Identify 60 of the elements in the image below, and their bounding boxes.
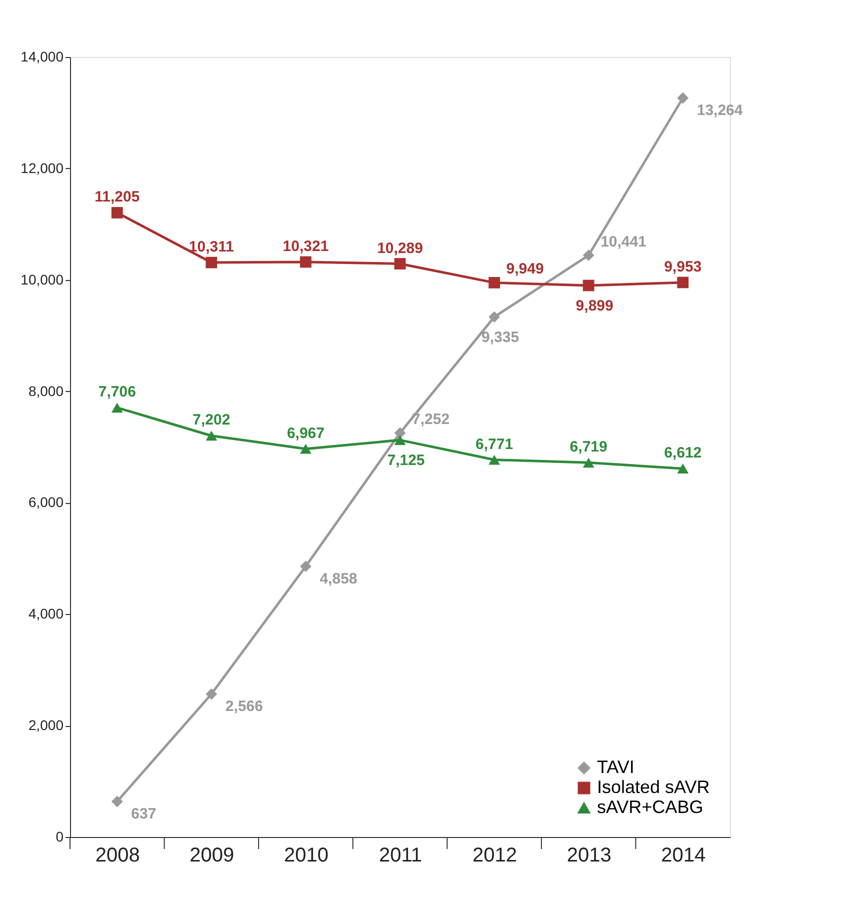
y-tick-label: 14,000 [20,48,64,64]
data-label: 6,967 [286,424,324,442]
y-tick-label: 12,000 [20,160,64,176]
point [677,464,689,474]
point [300,256,312,268]
x-tick-label: 2013 [566,844,612,866]
point [394,435,406,445]
data-label: 6,719 [570,438,608,456]
point [488,311,500,323]
data-label: 9,899 [576,297,614,314]
y-tick-label: 4,000 [28,606,64,622]
data-label: 637 [131,806,156,823]
data-label: 2,566 [225,698,263,716]
point [206,256,218,268]
point [111,402,123,413]
point [394,427,406,439]
data-label: 11,205 [94,188,140,206]
data-label: 10,321 [282,238,329,255]
point [488,454,500,465]
legend-label: sAVR+CABG [597,797,704,817]
data-label: 10,289 [377,240,423,257]
data-label: 13,264 [696,102,744,120]
data-label: 9,953 [664,258,702,276]
legend-label: Isolated sAVR [597,777,710,797]
point [111,207,123,218]
data-label: 9,335 [482,328,520,346]
point [582,280,594,292]
y-tick-label: 8,000 [28,382,64,399]
point [488,277,500,288]
data-label: 7,706 [98,384,136,401]
data-label: 6,612 [664,444,702,462]
data-label: 7,252 [412,410,450,428]
data-label: 7,202 [192,412,230,429]
point [582,458,594,468]
y-tick-label: 2,000 [28,717,64,734]
x-tick-label: 2009 [190,844,234,866]
point [300,444,312,454]
data-label: 6,771 [476,436,514,453]
point [582,250,594,261]
data-label: 10,441 [600,233,646,250]
data-label: 4,858 [320,570,358,588]
x-tick-label: 2014 [661,844,706,866]
y-tick-label: 6,000 [28,494,64,510]
data-label: 9,949 [506,260,544,278]
x-tick-label: 2012 [472,844,518,866]
data-label: 10,311 [188,238,234,256]
y-tick-label: 10,000 [20,271,64,288]
point [111,796,123,808]
legend-label: TAVI [597,757,634,777]
point [677,276,689,288]
x-tick-label: 2010 [284,844,328,866]
point [300,560,312,572]
point [206,430,218,441]
data-label: 7,125 [387,452,425,470]
y-tick-label: 0 [56,828,64,844]
point [206,688,218,700]
x-tick-label: 2008 [95,844,140,866]
point [677,92,689,104]
x-tick-label: 2011 [378,844,422,866]
point [394,258,406,270]
